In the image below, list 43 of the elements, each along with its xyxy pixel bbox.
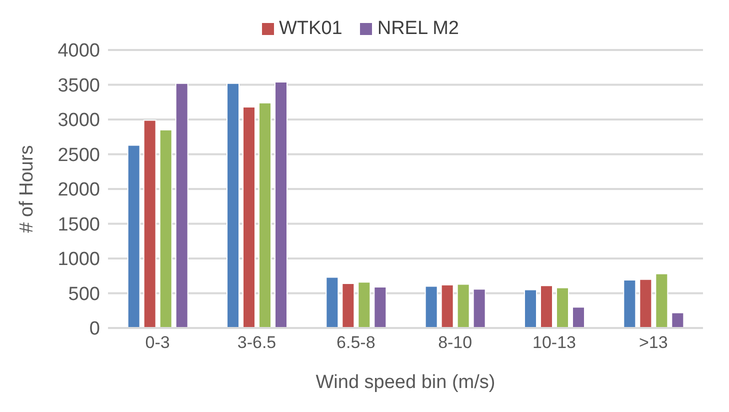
bar [524, 289, 537, 328]
bar [127, 144, 140, 328]
bar [556, 287, 569, 328]
x-tick-label: 6.5-8 [336, 333, 376, 352]
bar [540, 285, 553, 328]
bar [258, 102, 272, 328]
bar [358, 282, 371, 328]
bar [274, 81, 288, 328]
y-tick-label: 1000 [58, 249, 100, 270]
bar [374, 286, 387, 328]
bar [671, 312, 684, 328]
bar [242, 106, 256, 328]
y-tick-label: 2000 [58, 180, 100, 201]
bar [440, 284, 454, 328]
legend-label: WTK01 [278, 18, 342, 40]
bar [655, 273, 668, 328]
bar [623, 280, 636, 328]
bar [639, 278, 652, 328]
bar [456, 284, 470, 328]
y-tick-label: 500 [68, 284, 100, 305]
bar [424, 286, 438, 328]
bar [175, 82, 188, 328]
x-tick-label: 3-6.5 [237, 333, 276, 352]
x-tick-label: 8-10 [438, 333, 472, 352]
y-tick-label: 3000 [58, 110, 100, 132]
bar [342, 283, 355, 328]
bar [143, 120, 156, 328]
y-tick-label: 0 [89, 318, 100, 340]
y-tick-label: 1500 [58, 214, 100, 236]
x-axis-title: Wind speed bin (m/s) [316, 372, 496, 393]
y-tick-label: 4000 [58, 40, 100, 62]
bar [326, 276, 339, 328]
bar [472, 288, 486, 328]
x-tick-label: >13 [638, 333, 668, 352]
legend-label: NREL M2 [377, 18, 459, 40]
bar [572, 306, 585, 328]
y-tick-label: 2500 [58, 144, 100, 166]
bar [226, 82, 240, 328]
x-tick-label: 0-3 [145, 333, 170, 352]
bar [159, 129, 172, 328]
x-tick-label: 10-13 [532, 333, 576, 352]
y-axis-title: # of Hours [16, 145, 38, 233]
y-tick-label: 3500 [58, 75, 100, 96]
